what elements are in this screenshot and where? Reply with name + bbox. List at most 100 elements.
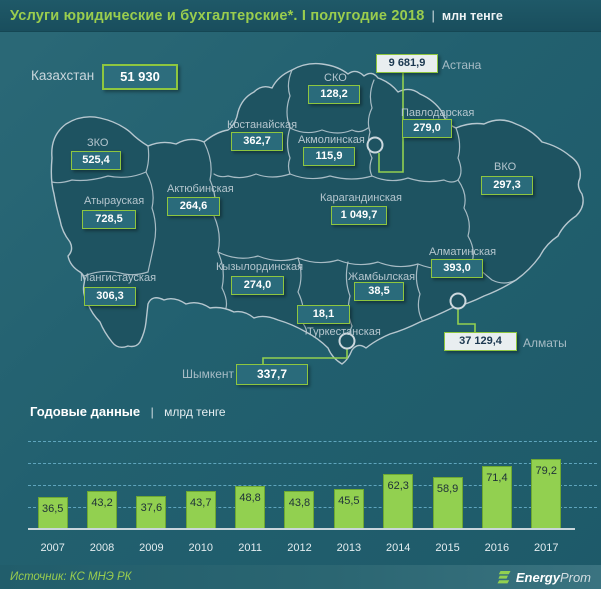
year-label-2008: 2008 xyxy=(89,542,115,554)
leader-line-almaty xyxy=(457,309,476,332)
region-value-sko: 128,2 xyxy=(308,85,360,104)
year-label-2013: 2013 xyxy=(336,542,362,554)
year-label-2012: 2012 xyxy=(287,542,312,554)
bar-value: 36,5 xyxy=(41,502,64,515)
region-value-aktobe: 264,6 xyxy=(167,197,220,216)
country-value-box: 51 930 xyxy=(102,64,178,90)
region-label-atyrau: Атырауская xyxy=(84,195,145,207)
region-label-vko: ВКО xyxy=(494,161,517,173)
bar-col-2011: 48,8 2011 xyxy=(225,438,274,554)
bar-value: 37,6 xyxy=(140,501,163,514)
chart-unit: млрд тенге xyxy=(164,405,226,419)
bars-row: 36,5 2007 43,2 2008 37,6 2009 43,7 2010 … xyxy=(28,438,571,554)
region-value-pavlodar: 279,0 xyxy=(402,119,452,138)
region-value-zhambyl: 38,5 xyxy=(354,282,404,301)
bar-2007: 36,5 xyxy=(37,496,68,529)
region-label-kostanay: Костанайская xyxy=(227,119,298,131)
city-label-astana: Астана xyxy=(442,58,482,72)
chart-title-separator: | xyxy=(150,405,154,419)
city-value-astana: 9 681,9 xyxy=(376,54,438,73)
gridline-75 xyxy=(28,463,597,464)
bar-2013: 45,5 xyxy=(333,489,364,529)
bar-value: 58,9 xyxy=(436,483,459,496)
bar-2017: 79,2 xyxy=(531,459,562,529)
city-marker-astana xyxy=(366,136,384,154)
bar-col-2015: 58,9 2015 xyxy=(423,438,472,554)
bar-col-2010: 43,7 2010 xyxy=(176,438,225,554)
city-value-shymkent: 337,7 xyxy=(236,364,308,385)
energyprom-logo: EnergyProm xyxy=(497,570,591,585)
gridline-100 xyxy=(28,441,597,442)
map-svg xyxy=(50,62,584,365)
region-value-akmola: 115,9 xyxy=(303,147,355,166)
bar-col-2017: 79,2 2017 xyxy=(522,438,571,554)
year-label-2009: 2009 xyxy=(139,542,164,554)
country-outline xyxy=(50,62,584,365)
bar-2011: 48,8 xyxy=(235,486,266,529)
bar-col-2016: 71,4 2016 xyxy=(472,438,521,554)
bar-col-2008: 43,2 2008 xyxy=(77,438,126,554)
title-bar: Услуги юридические и бухгалтерские*. I п… xyxy=(0,0,601,32)
year-label-2010: 2010 xyxy=(188,542,213,554)
region-label-aktobe: Актюбинская xyxy=(167,183,234,195)
bar-col-2012: 43,8 2012 xyxy=(275,438,324,554)
bar-value: 43,8 xyxy=(288,496,311,509)
bar-value: 71,4 xyxy=(486,472,508,485)
region-value-zko: 525,4 xyxy=(71,151,121,170)
region-value-vko: 297,3 xyxy=(481,176,533,195)
year-label-2011: 2011 xyxy=(238,542,262,554)
bar-2016: 71,4 xyxy=(481,466,512,529)
city-marker-shymkent xyxy=(338,332,356,350)
region-value-karaganda: 1 049,7 xyxy=(331,206,387,225)
leader-line-shymkent xyxy=(262,349,348,364)
region-value-atyrau: 728,5 xyxy=(82,210,136,229)
region-borders xyxy=(51,69,517,345)
kazakhstan-map xyxy=(0,32,601,395)
source-note: Источник: КС МНЭ РК xyxy=(10,571,132,583)
bar-value: 48,8 xyxy=(239,492,261,505)
logo-text: EnergyProm xyxy=(515,569,591,585)
bar-col-2007: 36,5 2007 xyxy=(28,438,77,554)
bar-col-2013: 45,5 2013 xyxy=(324,438,373,554)
footer-bar: Источник: КС МНЭ РК EnergyProm xyxy=(0,565,601,589)
year-label-2007: 2007 xyxy=(40,542,65,554)
bar-2015: 58,9 xyxy=(432,477,463,529)
bar-2010: 43,7 xyxy=(185,490,216,529)
region-label-sko: СКО xyxy=(324,72,347,84)
region-label-pavlodar: Павлодарская xyxy=(401,107,475,119)
region-label-kyzylorda: Кызылординская xyxy=(216,261,304,273)
bar-2014: 62,3 xyxy=(383,474,414,529)
region-label-mangistau: Мангистауская xyxy=(80,272,157,284)
logo-icon xyxy=(497,570,511,583)
gridline-50 xyxy=(28,485,597,486)
x-axis-line xyxy=(28,528,575,530)
bar-col-2014: 62,3 2014 xyxy=(374,438,423,554)
region-value-almaty-obl: 393,0 xyxy=(431,259,483,278)
bar-2012: 43,8 xyxy=(284,490,315,529)
region-value-kyzylorda: 274,0 xyxy=(231,276,284,295)
city-label-shymkent: Шымкент xyxy=(182,367,235,381)
year-label-2017: 2017 xyxy=(534,542,559,554)
region-label-zko: ЗКО xyxy=(87,137,109,149)
city-label-almaty: Алматы xyxy=(523,336,567,350)
country-label: Казахстан xyxy=(31,68,95,83)
bar-2009: 37,6 xyxy=(136,495,167,529)
chart-section-title: Годовые данные | млрд тенге xyxy=(30,403,226,421)
bar-2008: 43,2 xyxy=(87,491,118,529)
city-marker-almaty xyxy=(449,292,467,310)
year-label-2014: 2014 xyxy=(385,542,411,554)
region-label-turkestan: Туркестанская xyxy=(307,326,381,338)
region-value-kostanay: 362,7 xyxy=(231,132,283,151)
bar-value: 79,2 xyxy=(535,465,557,478)
region-value-turkestan: 18,1 xyxy=(297,305,350,324)
title-unit: млн тенге xyxy=(441,8,503,23)
region-label-almaty-obl: Алматинская xyxy=(429,246,497,258)
region-label-zhambyl: Жамбылская xyxy=(348,271,416,283)
bar-value: 43,2 xyxy=(91,497,113,509)
bar-value: 43,7 xyxy=(190,496,212,509)
title-separator: | xyxy=(431,8,435,23)
page-title: Услуги юридические и бухгалтерские*. I п… xyxy=(10,7,425,24)
region-value-mangistau: 306,3 xyxy=(84,287,136,306)
bar-value: 62,3 xyxy=(387,480,409,493)
